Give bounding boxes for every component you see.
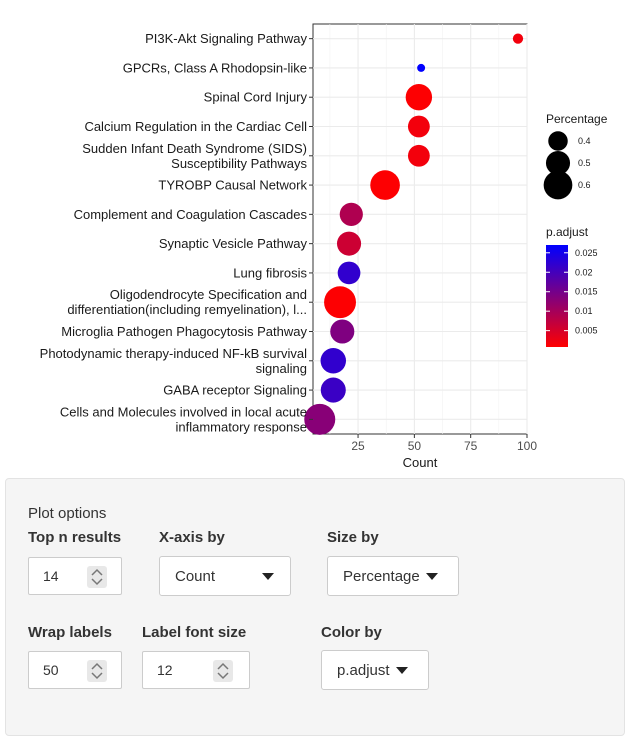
size-by-select[interactable]: Percentage <box>327 556 459 596</box>
chevron-down-icon <box>426 573 438 580</box>
y-tick-label: TYROBP Causal Network <box>158 178 307 193</box>
color-legend-title: p.adjust <box>546 225 589 239</box>
y-tick-label: Synaptic Vesicle Pathway <box>159 236 308 251</box>
data-point <box>407 115 430 138</box>
y-tick-label: Cells and Molecules involved in local ac… <box>60 404 307 434</box>
label-font-size-label: Label font size <box>142 624 247 641</box>
y-tick-label: Photodynamic therapy-induced NF-kB survi… <box>40 346 307 376</box>
label-font-size-value: 12 <box>157 662 173 678</box>
y-tick-label: Calcium Regulation in the Cardiac Cell <box>84 119 307 134</box>
plot-options-title: Plot options <box>28 505 107 522</box>
color-legend-label: 0.025 <box>575 248 598 258</box>
data-point <box>370 170 400 200</box>
size-legend-key <box>545 150 571 176</box>
size-legend-key <box>548 131 568 151</box>
color-legend-label: 0.015 <box>575 287 598 297</box>
size-legend-key <box>543 170 573 200</box>
top-n-input[interactable]: 14 <box>28 557 122 595</box>
top-n-label: Top n results <box>28 529 122 546</box>
color-legend-ticks: 0.025 0.02 0.015 0.01 0.005 <box>546 248 598 336</box>
y-tick-label: Sudden Infant Death Syndrome (SIDS) Susce… <box>82 141 307 171</box>
y-axis-labels: PI3K-Akt Signaling Pathway GPCRs, Class A… <box>40 31 313 434</box>
data-point <box>417 63 426 72</box>
data-point <box>407 144 430 167</box>
y-tick-label: Oligodendrocyte Specification and differe… <box>67 287 307 317</box>
size-legend: 0.4 0.5 0.6 <box>543 131 591 200</box>
y-tick-label: PI3K-Akt Signaling Pathway <box>145 31 307 46</box>
y-tick-label: GABA receptor Signaling <box>163 383 307 398</box>
wrap-labels-input[interactable]: 50 <box>28 651 122 689</box>
x-tick-label: 25 <box>351 439 365 453</box>
size-by-value: Percentage <box>343 568 420 585</box>
y-tick-label: Complement and Coagulation Cascades <box>74 207 308 222</box>
x-tick-label: 100 <box>517 439 537 453</box>
wrap-labels-spinner-icon[interactable] <box>87 660 107 682</box>
dot-plot: PI3K-Akt Signaling Pathway GPCRs, Class A… <box>40 23 608 470</box>
size-legend-title: Percentage <box>546 112 608 126</box>
x-tick-label: 50 <box>408 439 422 453</box>
y-tick-label: Lung fibrosis <box>233 265 307 280</box>
data-point <box>336 231 362 256</box>
data-point <box>330 319 355 344</box>
data-point <box>320 348 347 374</box>
data-point <box>304 403 336 435</box>
data-point <box>324 286 356 319</box>
color-legend-label: 0.02 <box>575 267 593 277</box>
size-legend-label: 0.5 <box>578 158 591 168</box>
x-tick-label: 75 <box>464 439 478 453</box>
data-point <box>339 202 363 226</box>
label-font-size-input[interactable]: 12 <box>142 651 250 689</box>
color-by-label: Color by <box>321 624 382 641</box>
color-by-value: p.adjust <box>337 662 390 679</box>
plot-options-panel: Plot options Top n results 14 X-axis by … <box>5 478 625 736</box>
color-legend-label: 0.01 <box>575 306 593 316</box>
size-legend-label: 0.6 <box>578 180 591 190</box>
data-point <box>320 377 346 403</box>
x-axis-by-value: Count <box>175 568 216 585</box>
data-point <box>405 84 433 111</box>
size-legend-label: 0.4 <box>578 136 591 146</box>
data-points <box>304 33 524 435</box>
data-point <box>337 261 361 285</box>
label-font-size-spinner-icon[interactable] <box>213 660 233 682</box>
color-legend-label: 0.005 <box>575 326 598 336</box>
y-tick-label: Microglia Pathogen Phagocytosis Pathway <box>61 324 307 339</box>
x-axis-title: Count <box>403 455 438 470</box>
x-axis-by-select[interactable]: Count <box>159 556 291 596</box>
y-tick-label: Spinal Cord Injury <box>204 90 308 105</box>
chevron-down-icon <box>396 667 408 674</box>
color-legend-bar <box>546 245 568 347</box>
chevron-down-icon <box>262 573 274 580</box>
wrap-labels-value: 50 <box>43 662 59 678</box>
y-tick-label: GPCRs, Class A Rhodopsin-like <box>123 60 307 75</box>
x-axis-ticks: 25 50 75 100 <box>351 434 537 453</box>
size-by-label: Size by <box>327 529 379 546</box>
top-n-value: 14 <box>43 568 59 584</box>
data-point <box>512 33 524 44</box>
wrap-labels-label: Wrap labels <box>28 624 112 641</box>
x-axis-by-label: X-axis by <box>159 529 225 546</box>
top-n-spinner-icon[interactable] <box>87 566 107 588</box>
color-by-select[interactable]: p.adjust <box>321 650 429 690</box>
